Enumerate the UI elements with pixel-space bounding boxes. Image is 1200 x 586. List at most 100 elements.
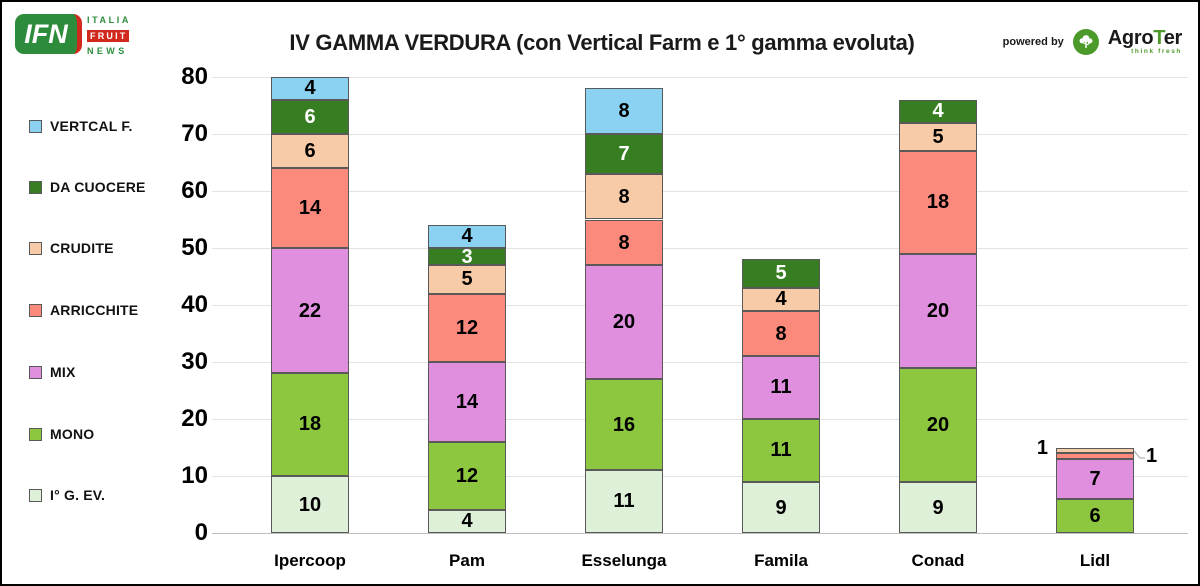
legend-label: MIX bbox=[50, 364, 76, 380]
legend-label: CRUDITE bbox=[50, 240, 114, 256]
ifn-logo: IFN ITALIA FRUIT NEWS bbox=[15, 14, 131, 56]
y-axis-tick-label: 70 bbox=[181, 120, 208, 147]
data-label: 14 bbox=[455, 391, 479, 413]
legend-label: DA CUOCERE bbox=[50, 179, 146, 195]
bar-segment-i-g-ev-pam: 4 bbox=[428, 510, 506, 533]
bar-segment-mono-conad: 20 bbox=[899, 367, 977, 482]
x-axis-line bbox=[212, 533, 1188, 534]
data-label: 11 bbox=[770, 439, 792, 461]
data-label: 7 bbox=[618, 143, 630, 165]
data-label: 18 bbox=[926, 191, 950, 214]
data-label: 4 bbox=[775, 287, 787, 310]
bar-segment-mix-esselunga: 20 bbox=[585, 265, 663, 380]
data-label: 7 bbox=[1089, 467, 1101, 490]
bar-segment-mix-conad: 20 bbox=[899, 253, 977, 368]
legend-swatch-icon bbox=[29, 365, 42, 379]
bar-segment-mix-pam: 14 bbox=[428, 362, 506, 442]
data-label: 12 bbox=[455, 316, 479, 339]
x-axis-category-ipercoop: Ipercoop bbox=[274, 551, 346, 570]
x-axis-category-lidl: Lidl bbox=[1079, 551, 1111, 570]
legend-item-arricchite: ARRICCHITE bbox=[29, 302, 138, 318]
data-label: 5 bbox=[932, 125, 944, 148]
legend-label: ARRICCHITE bbox=[50, 302, 139, 318]
bar-segment-da-cuocere-ipercoop: 6 bbox=[271, 99, 349, 134]
legend-swatch-icon bbox=[29, 488, 42, 502]
bar-segment-da-cuocere-conad: 4 bbox=[899, 99, 977, 123]
data-label: 8 bbox=[618, 100, 630, 123]
gridline bbox=[212, 476, 1188, 477]
data-label: 8 bbox=[618, 185, 630, 208]
data-label: 4 bbox=[461, 510, 473, 533]
agroter-wordmark: AgroTer think fresh bbox=[1107, 27, 1183, 56]
bar-segment-mono-pam: 12 bbox=[428, 441, 506, 511]
legend-item-i-g-ev: I° G. EV. bbox=[29, 487, 105, 503]
data-label: 6 bbox=[1089, 504, 1101, 527]
data-label: 8 bbox=[775, 322, 787, 345]
powered-by-label: powered by bbox=[1002, 35, 1064, 48]
ifn-badge-icon: IFN bbox=[15, 14, 82, 54]
agroter-name: AgroTer bbox=[1107, 27, 1183, 49]
x-axis-category-conad: Conad bbox=[911, 551, 965, 570]
bar-segment-vertcal-f-pam: 4 bbox=[428, 225, 506, 248]
ifn-word-news: NEWS bbox=[87, 46, 128, 56]
data-label: 5 bbox=[461, 268, 473, 291]
bar-segment-arricchite-famila: 8 bbox=[742, 310, 820, 357]
data-label: 20 bbox=[926, 299, 950, 322]
bar-segment-arricchite-conad: 18 bbox=[899, 151, 977, 254]
bar-segment-i-g-ev-esselunga: 11 bbox=[585, 470, 663, 533]
legend-item-mono: MONO bbox=[29, 426, 94, 442]
data-label: 11 bbox=[613, 490, 635, 513]
bar-segment-vertcal-f-ipercoop: 4 bbox=[271, 77, 349, 100]
x-axis-category-esselunga: Esselunga bbox=[581, 551, 667, 570]
bar-segment-da-cuocere-esselunga: 7 bbox=[585, 134, 663, 174]
gridline bbox=[212, 191, 1188, 192]
bar-segment-i-g-ev-conad: 9 bbox=[899, 481, 977, 533]
ifn-wordmark: ITALIA FRUIT NEWS bbox=[87, 14, 131, 56]
legend-item-da-cuocere: DA CUOCERE bbox=[29, 179, 146, 195]
legend-swatch-icon bbox=[29, 180, 42, 194]
ifn-word-italia: ITALIA bbox=[87, 15, 131, 25]
bar-segment-arricchite-lidl bbox=[1056, 453, 1134, 459]
data-label: 6 bbox=[304, 140, 316, 162]
legend-item-mix: MIX bbox=[29, 364, 76, 380]
data-label: 12 bbox=[455, 464, 479, 487]
y-axis-tick-label: 60 bbox=[181, 177, 208, 204]
y-axis-tick-label: 30 bbox=[181, 348, 208, 375]
y-axis-tick-label: 10 bbox=[181, 462, 208, 489]
bar-segment-i-g-ev-famila: 9 bbox=[742, 481, 820, 533]
data-label: 9 bbox=[932, 496, 944, 519]
y-axis-tick-label: 50 bbox=[181, 234, 208, 261]
bar-segment-arricchite-esselunga: 8 bbox=[585, 219, 663, 266]
legend-swatch-icon bbox=[29, 303, 42, 317]
data-label: 4 bbox=[461, 225, 473, 248]
bar-segment-da-cuocere-famila: 5 bbox=[742, 259, 820, 288]
data-label: 5 bbox=[775, 262, 787, 285]
x-axis-category-pam: Pam bbox=[449, 551, 485, 570]
data-label: 11 bbox=[770, 376, 792, 399]
gridline bbox=[212, 419, 1188, 420]
outside-data-label-crudite: 1 bbox=[1036, 437, 1048, 460]
bar-segment-crudite-lidl bbox=[1056, 447, 1134, 454]
bar-segment-da-cuocere-pam: 3 bbox=[428, 247, 506, 267]
data-label: 4 bbox=[304, 77, 316, 99]
chart-title: IV GAMMA VERDURA (con Vertical Farm e 1°… bbox=[289, 30, 915, 55]
data-label: 16 bbox=[612, 414, 636, 437]
leader-line bbox=[1133, 450, 1145, 459]
data-label: 8 bbox=[618, 231, 630, 254]
legend-item-vertcal-f: VERTCAL F. bbox=[29, 118, 133, 134]
powered-by: powered by AgroTer think fresh bbox=[1003, 28, 1182, 56]
y-axis-tick-label: 20 bbox=[181, 405, 208, 432]
bar-segment-crudite-pam: 5 bbox=[428, 265, 506, 294]
data-label: 14 bbox=[298, 197, 322, 220]
data-label: 10 bbox=[298, 494, 322, 516]
y-axis-tick-label: 40 bbox=[181, 291, 208, 318]
bar-segment-mono-ipercoop: 18 bbox=[271, 373, 349, 476]
bar-segment-arricchite-ipercoop: 14 bbox=[271, 168, 349, 248]
data-label: 18 bbox=[298, 413, 322, 436]
bar-segment-vertcal-f-esselunga: 8 bbox=[585, 88, 663, 134]
bar-segment-crudite-famila: 4 bbox=[742, 287, 820, 311]
legend-label: I° G. EV. bbox=[50, 487, 106, 503]
x-axis-category-famila: Famila bbox=[754, 551, 808, 570]
